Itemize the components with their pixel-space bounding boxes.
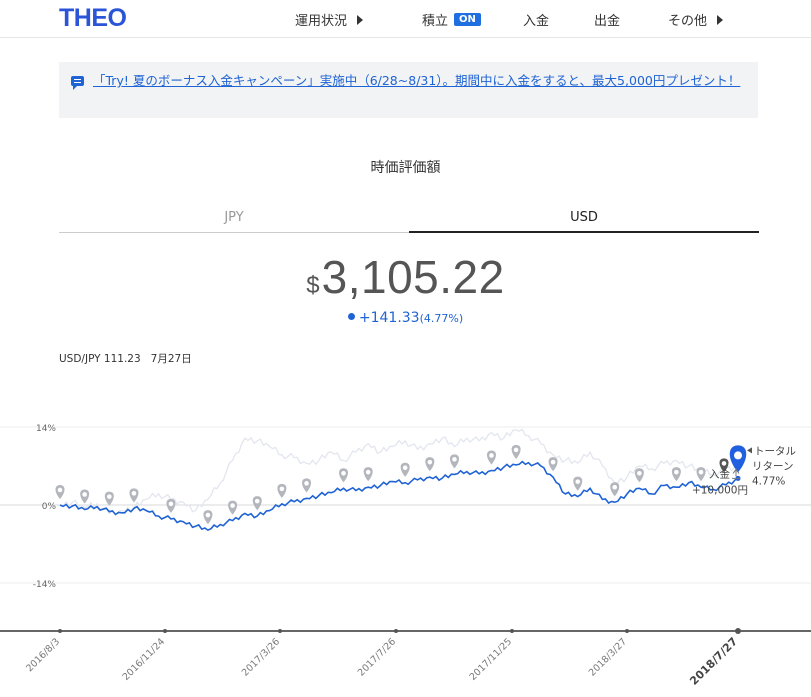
- x-tick-dot: [735, 628, 741, 634]
- chat-icon: [71, 76, 84, 90]
- nav-withdraw[interactable]: 出金: [594, 10, 620, 29]
- annotation-arrow-icon: [747, 447, 752, 454]
- nav-withdraw-label: 出金: [594, 14, 621, 29]
- change-dot-icon: [347, 312, 355, 320]
- deposit-pin-icon[interactable]: [252, 496, 262, 511]
- exchange-rate-date: 7月27日: [150, 353, 192, 365]
- portfolio-value-number: 3,105.22: [321, 251, 505, 303]
- nav-other-label: その他: [668, 14, 708, 29]
- deposit-pin-icon[interactable]: [203, 510, 213, 525]
- campaign-banner: 「Try! 夏のボーナス入金キャンペーン」実施中（6/28~8/31）。期間中に…: [59, 62, 758, 118]
- deposit-pin-icon[interactable]: [548, 457, 558, 472]
- x-tick-label: 2016/11/24: [121, 636, 168, 683]
- deposit-pin-icon[interactable]: [573, 476, 583, 491]
- x-tick-dot: [394, 629, 398, 633]
- deposit-pin-icon[interactable]: [425, 457, 435, 472]
- deposit-pin-icon[interactable]: [277, 483, 287, 498]
- y-tick-label: 14%: [36, 424, 56, 434]
- total-return-series-line: [59, 460, 739, 532]
- deposit-pin-icon[interactable]: [302, 478, 312, 493]
- change-percent: (4.77%): [419, 312, 464, 325]
- exchange-rate: USD/JPY 111.23 7月27日: [59, 351, 202, 366]
- header: THEO 運用状況 積立 ON 入金 出金 その他: [0, 0, 811, 38]
- current-value-pin-icon[interactable]: [729, 445, 747, 481]
- x-tick-dot: [625, 629, 629, 633]
- page-title: 時価評価額: [370, 160, 441, 176]
- change-amount: +141.33: [358, 310, 420, 326]
- deposit-pin-icon[interactable]: [80, 489, 90, 504]
- deposit-pin-icon[interactable]: [610, 482, 620, 497]
- reference-series-line: [59, 428, 739, 517]
- deposit-pin-icon[interactable]: [339, 468, 349, 483]
- x-tick-dot: [163, 629, 167, 633]
- deposit-marker-label: 入金: [709, 467, 730, 480]
- x-tick-label: 2018/3/27: [587, 636, 629, 678]
- x-tick-dot: [510, 629, 514, 633]
- portfolio-value: $3,105.22: [0, 250, 811, 304]
- tab-jpy[interactable]: JPY: [59, 210, 409, 233]
- nav-deposit[interactable]: 入金: [523, 10, 549, 29]
- nav-deposit-label: 入金: [523, 14, 550, 29]
- deposit-pin-icon[interactable]: [671, 467, 681, 482]
- deposit-pin-icon[interactable]: [696, 467, 706, 482]
- latest-deposit-pin-icon[interactable]: [719, 458, 729, 473]
- deposit-pin-icon[interactable]: [129, 488, 139, 503]
- x-tick-label: 2017/7/26: [356, 636, 398, 678]
- recurring-on-badge: ON: [454, 13, 481, 26]
- deposit-pin-icon[interactable]: [511, 444, 521, 459]
- x-tick-label: 2016/8/3: [24, 636, 62, 674]
- x-tick-label: 2017/3/26: [240, 636, 282, 678]
- nav-other[interactable]: その他: [668, 10, 724, 29]
- x-tick-dot: [58, 629, 62, 633]
- y-tick-label: -14%: [33, 580, 57, 590]
- campaign-link[interactable]: 「Try! 夏のボーナス入金キャンペーン」実施中（6/28~8/31）。期間中に…: [93, 73, 741, 88]
- total-return-label: リターン: [752, 460, 793, 472]
- nav-recurring-label: 積立: [422, 14, 449, 29]
- x-tick-dot: [278, 629, 282, 633]
- nav-recurring[interactable]: 積立 ON: [422, 10, 481, 29]
- exchange-rate-value: USD/JPY 111.23: [59, 353, 141, 365]
- total-return-label: トータル: [754, 445, 796, 457]
- deposit-pin-icon[interactable]: [166, 498, 176, 513]
- logo[interactable]: THEO: [59, 4, 127, 32]
- deposit-pin-icon[interactable]: [104, 491, 114, 506]
- nav-performance[interactable]: 運用状況: [295, 10, 364, 29]
- deposit-pin-icon[interactable]: [228, 500, 238, 515]
- currency-symbol: $: [306, 272, 320, 299]
- deposit-pin-icon[interactable]: [400, 462, 410, 477]
- y-tick-label: 0%: [42, 502, 57, 512]
- deposit-pin-icon[interactable]: [363, 467, 373, 482]
- total-return-value: 4.77%: [752, 475, 785, 487]
- x-tick-label: 2017/11/25: [468, 636, 515, 683]
- nav-performance-label: 運用状況: [295, 14, 348, 29]
- chevron-right-icon: [357, 14, 364, 25]
- x-tick-label: 2018/7/27: [687, 635, 740, 688]
- deposit-pin-icon[interactable]: [449, 454, 459, 469]
- value-change: +141.33(4.77%): [0, 310, 811, 326]
- deposit-pin-icon[interactable]: [55, 485, 65, 499]
- chevron-right-icon: [717, 14, 724, 25]
- deposit-icon: [732, 468, 740, 479]
- tab-usd[interactable]: USD: [409, 210, 759, 233]
- deposit-pin-icon[interactable]: [634, 468, 644, 483]
- deposit-marker-amount: +10,000円: [692, 484, 748, 496]
- deposit-pin-icon[interactable]: [486, 450, 496, 465]
